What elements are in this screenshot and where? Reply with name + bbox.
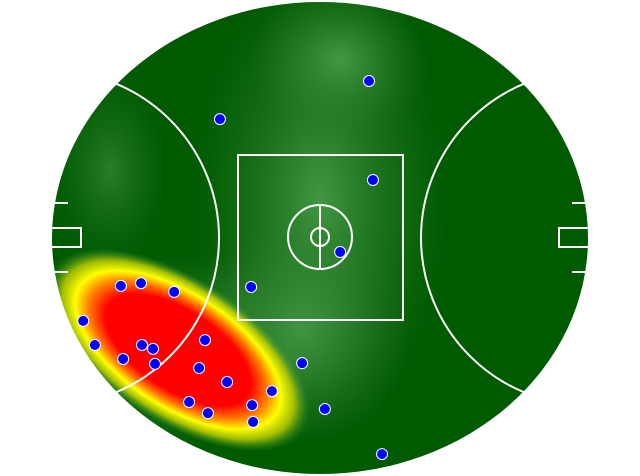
data-point-16 [221, 376, 234, 389]
data-point-9 [88, 338, 101, 351]
data-point-8 [77, 314, 90, 327]
data-point-5 [114, 279, 127, 292]
data-point-4 [245, 280, 258, 293]
data-point-21 [246, 399, 259, 412]
data-point-6 [135, 277, 148, 290]
data-point-17 [296, 357, 309, 370]
data-point-24 [376, 448, 389, 461]
data-point-19 [183, 395, 196, 408]
left-goal-square [52, 227, 82, 248]
data-point-12 [117, 352, 130, 365]
data-point-7 [168, 285, 181, 298]
data-points [77, 75, 389, 461]
data-point-0 [363, 75, 376, 88]
left-50m-arc [52, 70, 220, 406]
data-point-10 [135, 338, 148, 351]
right-goal-square [558, 227, 588, 248]
data-point-22 [247, 415, 260, 428]
heat-hotspot [52, 248, 310, 452]
data-point-1 [213, 113, 226, 126]
data-point-3 [334, 245, 347, 258]
data-point-15 [193, 362, 206, 375]
right-50m-arc [420, 70, 588, 406]
data-point-13 [148, 357, 161, 370]
data-point-11 [147, 342, 160, 355]
data-point-2 [366, 173, 379, 186]
data-point-14 [199, 334, 212, 347]
data-point-18 [265, 385, 278, 398]
data-point-23 [318, 402, 331, 415]
centre-square [237, 154, 404, 321]
data-point-20 [201, 407, 214, 420]
